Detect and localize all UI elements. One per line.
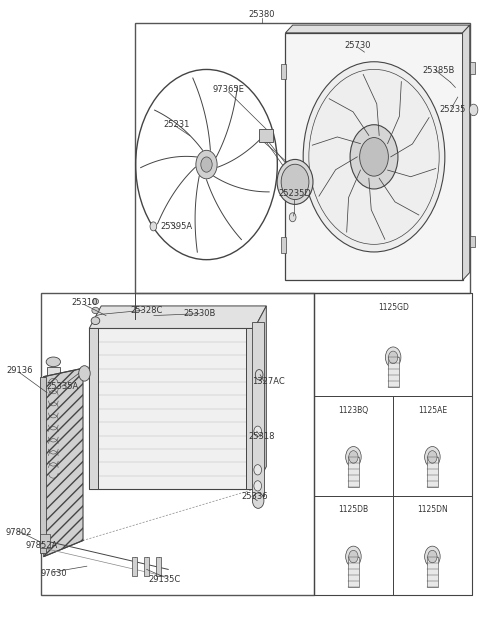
- Bar: [281, 64, 287, 79]
- Text: 1125AE: 1125AE: [418, 406, 447, 415]
- Circle shape: [428, 551, 437, 563]
- Text: 29136: 29136: [7, 366, 33, 375]
- Bar: [40, 377, 46, 553]
- Text: 25231: 25231: [164, 120, 190, 129]
- Ellipse shape: [277, 160, 313, 204]
- Polygon shape: [463, 25, 470, 280]
- Circle shape: [303, 62, 445, 252]
- Bar: [156, 556, 161, 576]
- Ellipse shape: [92, 299, 98, 305]
- Bar: [246, 328, 254, 489]
- Text: 97365E: 97365E: [212, 85, 244, 94]
- Bar: [427, 457, 438, 487]
- Text: 1125DB: 1125DB: [338, 505, 369, 514]
- Text: 1125DN: 1125DN: [417, 505, 448, 514]
- Bar: [348, 556, 359, 587]
- Polygon shape: [89, 306, 266, 328]
- Bar: [314, 495, 393, 595]
- Text: 25310: 25310: [71, 298, 97, 307]
- Text: 25395A: 25395A: [161, 222, 193, 231]
- Circle shape: [255, 496, 262, 505]
- Circle shape: [196, 150, 217, 179]
- Ellipse shape: [46, 357, 60, 366]
- Circle shape: [425, 546, 440, 567]
- Circle shape: [201, 157, 212, 172]
- Polygon shape: [286, 25, 470, 33]
- Circle shape: [346, 546, 361, 567]
- Bar: [314, 293, 472, 595]
- Bar: [314, 293, 472, 396]
- Circle shape: [349, 551, 358, 563]
- Text: 25318: 25318: [248, 432, 275, 441]
- Bar: [387, 357, 399, 388]
- Bar: [470, 236, 475, 247]
- Circle shape: [254, 465, 262, 475]
- Circle shape: [254, 426, 262, 437]
- Text: 25730: 25730: [344, 41, 371, 50]
- Circle shape: [360, 138, 388, 176]
- Text: 97852A: 97852A: [25, 541, 58, 550]
- Circle shape: [255, 370, 263, 380]
- Circle shape: [388, 351, 398, 364]
- Circle shape: [428, 451, 437, 463]
- Text: 25335A: 25335A: [47, 382, 79, 391]
- Text: 25336: 25336: [241, 492, 268, 501]
- Circle shape: [252, 493, 264, 508]
- Bar: [47, 367, 60, 482]
- Bar: [348, 457, 359, 487]
- Text: 25328C: 25328C: [131, 306, 163, 315]
- Text: 1123BQ: 1123BQ: [338, 406, 369, 415]
- Text: 97630: 97630: [41, 569, 68, 578]
- Circle shape: [346, 446, 361, 468]
- Bar: [89, 328, 254, 489]
- Circle shape: [385, 347, 401, 368]
- Ellipse shape: [91, 317, 100, 325]
- Circle shape: [350, 125, 398, 189]
- Bar: [252, 322, 264, 495]
- Bar: [314, 396, 393, 495]
- Bar: [470, 62, 475, 74]
- Polygon shape: [44, 368, 83, 556]
- Text: 25235: 25235: [440, 106, 466, 115]
- Text: 25385B: 25385B: [422, 66, 455, 75]
- Text: 97802: 97802: [6, 528, 32, 537]
- Bar: [393, 495, 472, 595]
- Circle shape: [289, 213, 296, 222]
- Text: 1327AC: 1327AC: [252, 377, 285, 386]
- Text: 25380: 25380: [248, 10, 275, 19]
- Text: 25330B: 25330B: [183, 309, 216, 318]
- Text: 29135C: 29135C: [148, 574, 180, 583]
- Bar: [89, 328, 98, 489]
- Bar: [259, 129, 273, 142]
- Text: 1125GD: 1125GD: [378, 303, 408, 312]
- Bar: [393, 396, 472, 495]
- Bar: [132, 556, 137, 576]
- Circle shape: [150, 222, 157, 231]
- Circle shape: [79, 366, 90, 381]
- Bar: [40, 534, 49, 548]
- Bar: [427, 556, 438, 587]
- Polygon shape: [254, 306, 266, 489]
- Ellipse shape: [281, 164, 309, 200]
- Bar: [144, 556, 149, 576]
- Circle shape: [349, 451, 358, 463]
- Circle shape: [469, 104, 478, 116]
- Ellipse shape: [92, 307, 99, 314]
- Circle shape: [425, 446, 440, 468]
- Circle shape: [254, 480, 262, 491]
- Bar: [286, 33, 463, 280]
- Text: 25235D: 25235D: [278, 189, 312, 198]
- Bar: [135, 23, 470, 293]
- Bar: [41, 293, 314, 595]
- Bar: [281, 237, 287, 252]
